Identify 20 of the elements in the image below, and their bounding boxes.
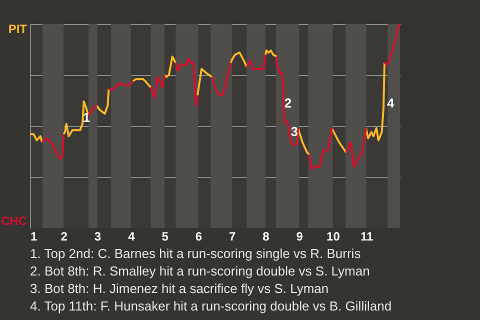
annotation: 2: [284, 96, 292, 111]
x-tick-label: 2: [60, 230, 68, 244]
x-tick-label: 3: [94, 230, 102, 244]
x-tick-label: 4: [128, 230, 136, 244]
x-tick-label: 6: [195, 230, 202, 244]
x-tick-label: 9: [296, 230, 304, 244]
x-tick-label: 7: [228, 230, 236, 244]
text: CHC: [1, 214, 28, 228]
text: 3. Bot 8th: H. Jimenez hit a sacrifice fly vs S. Lyman: [30, 281, 329, 296]
text: 1. Top 2nd: C. Barnes hit a run-scoring single vs R. Burris: [30, 246, 362, 261]
x-tick-label: 8: [262, 230, 270, 244]
x-tick-label: 1: [30, 230, 38, 244]
x-tick-label: 11: [360, 230, 374, 244]
text: 2. Bot 8th: R. Smalley hit a run-scoring double vs S. Lyman: [30, 264, 370, 278]
x-tick-label: 10: [326, 230, 340, 244]
x-tick-label: 5: [162, 230, 169, 244]
annotation: 4: [386, 96, 395, 111]
annotation: 1: [82, 110, 90, 125]
text: PIT: [8, 22, 28, 36]
text: 4. Top 11th: F. Hunsaker hit a run-scoring double vs B. Gilliland: [30, 298, 392, 314]
